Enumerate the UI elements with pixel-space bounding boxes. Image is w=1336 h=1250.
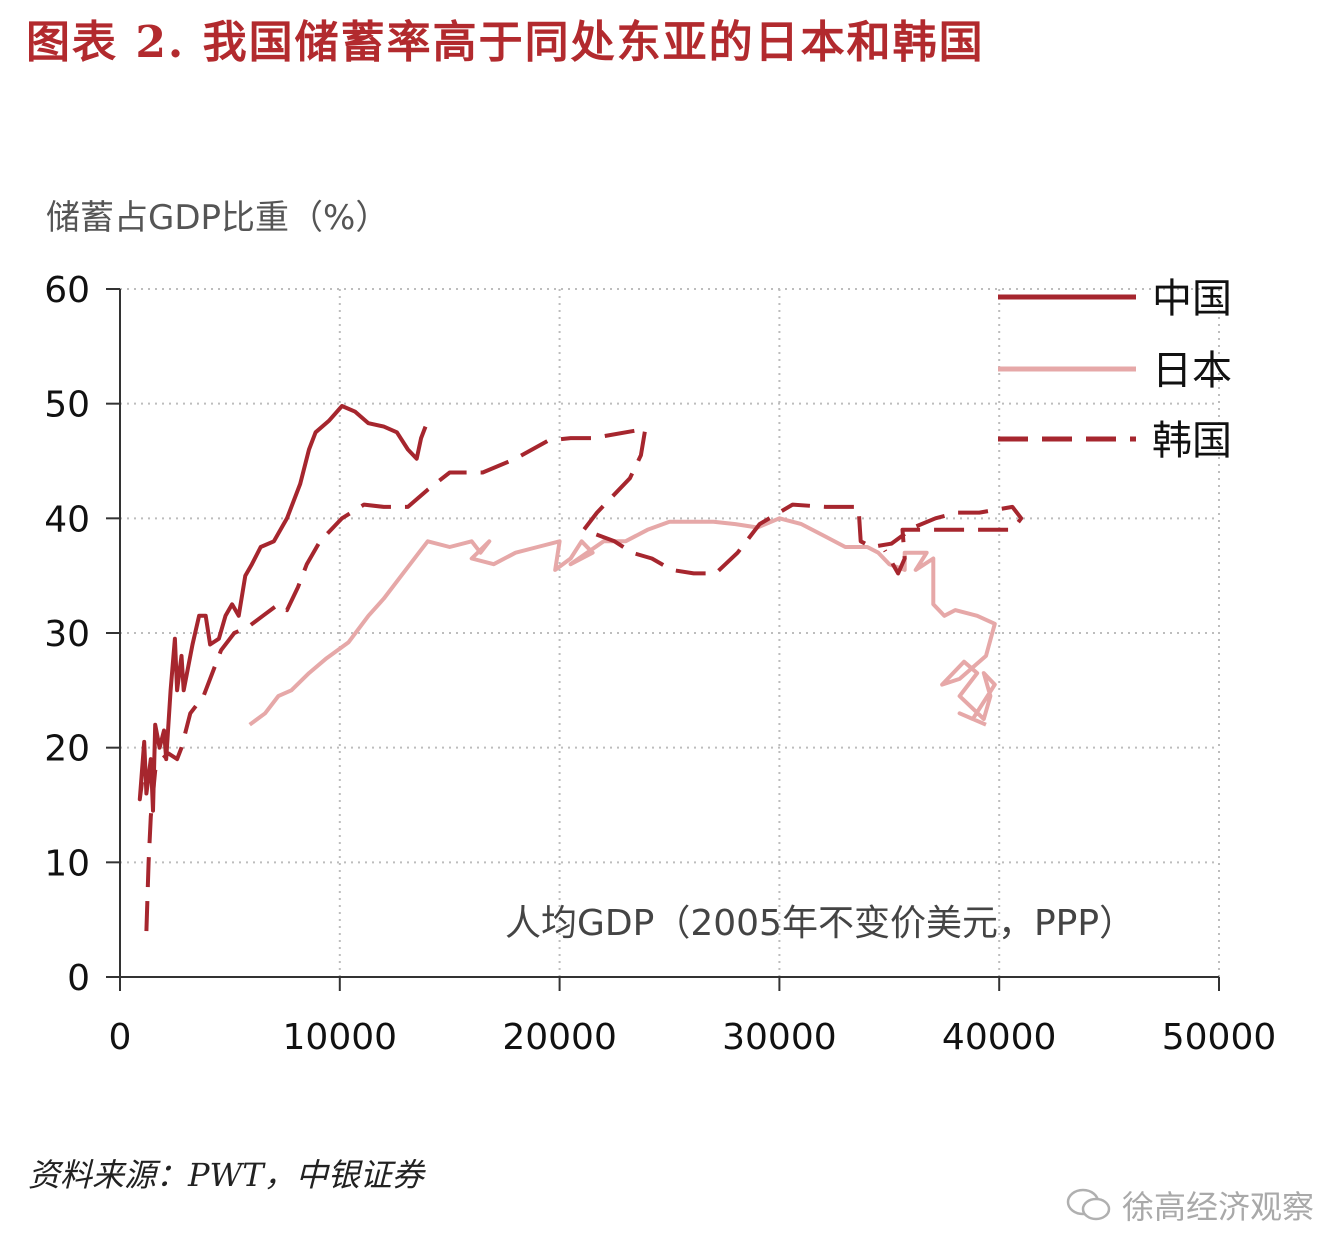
gridlines: [120, 288, 1220, 977]
legend-label-2: 韩国: [1152, 418, 1232, 464]
watermark-text: 徐高经济观察: [1121, 1188, 1314, 1226]
x-tick-label-20000: 20000: [502, 1017, 617, 1058]
x-axis-label: 人均GDP（2005年不变价美元，PPP）: [505, 903, 1135, 944]
y-axis-label: 储蓄占GDP比重（%）: [46, 198, 390, 238]
series-line-1: [248, 516, 997, 727]
series-lines: [137, 404, 1024, 932]
figure-title: 图表 2. 我国储蓄率高于同处东亚的日本和韩国: [26, 17, 985, 68]
y-tick-label-60: 60: [44, 270, 90, 311]
x-tick-label-50000: 50000: [1162, 1017, 1277, 1058]
y-tick-label-20: 20: [44, 729, 90, 770]
y-tick-label-40: 40: [44, 499, 90, 540]
y-tick-label-10: 10: [44, 843, 90, 884]
legend-label-0: 中国: [1152, 276, 1232, 322]
series-line-0: [137, 404, 428, 813]
y-tick-label-50: 50: [44, 385, 90, 426]
x-tick-label-30000: 30000: [722, 1017, 837, 1058]
source-note: 资料来源：PWT，中银证券: [28, 1156, 424, 1194]
legend-label-1: 日本: [1152, 348, 1232, 394]
x-tick-label-0: 0: [109, 1017, 132, 1058]
axes: [106, 288, 1220, 991]
x-tick-label-40000: 40000: [942, 1017, 1057, 1058]
wechat-icon: [1066, 1188, 1111, 1221]
series-line-2: [144, 426, 1024, 932]
tick-labels: 0 10 20 30 40 50 60 0 10000 20000 30000 40000 50000: [44, 270, 1276, 1058]
x-tick-label-10000: 10000: [283, 1017, 398, 1058]
watermark: 徐高经济观察: [1066, 1182, 1314, 1228]
y-tick-label-30: 30: [44, 614, 90, 655]
y-tick-label-0: 0: [67, 958, 90, 999]
